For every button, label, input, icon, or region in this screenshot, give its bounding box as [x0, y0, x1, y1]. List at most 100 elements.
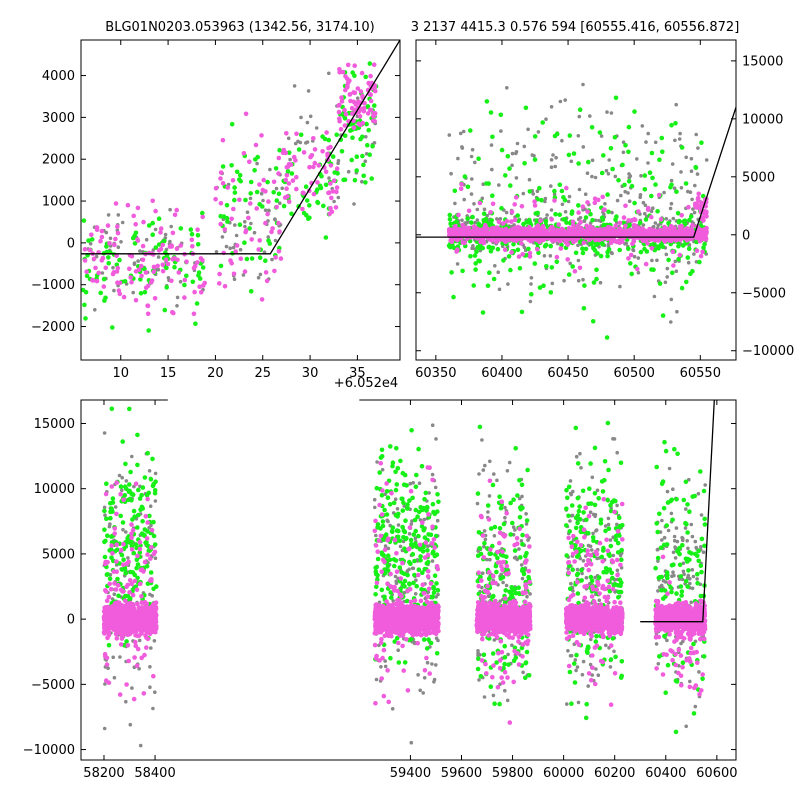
pink-data-point — [606, 229, 611, 234]
grey-data-point — [238, 247, 243, 252]
green-data-point — [490, 482, 496, 488]
grey-data-point — [581, 82, 585, 87]
pink-data-point — [220, 137, 226, 143]
green-data-point — [564, 220, 569, 225]
grey-data-point — [651, 224, 656, 229]
green-data-point — [377, 470, 383, 475]
grey-data-point — [414, 578, 418, 582]
green-data-point — [574, 652, 579, 658]
green-data-point — [565, 495, 570, 501]
grey-data-point — [497, 287, 502, 292]
grey-data-point — [293, 141, 298, 146]
grey-data-point — [615, 450, 619, 455]
green-data-point — [619, 580, 624, 585]
pink-data-point — [538, 218, 543, 224]
green-data-point — [660, 313, 666, 318]
grey-data-point — [469, 154, 474, 159]
grey-data-point — [252, 230, 257, 235]
green-data-point — [672, 446, 677, 452]
pink-data-point — [666, 230, 672, 235]
green-data-point — [653, 565, 658, 571]
green-data-point — [488, 684, 494, 689]
grey-data-point — [598, 280, 603, 285]
green-data-point — [702, 516, 707, 522]
green-data-point — [679, 589, 685, 594]
pink-data-point — [466, 208, 472, 214]
grey-data-point — [482, 207, 487, 212]
grey-data-point — [611, 437, 615, 441]
grey-data-point — [590, 475, 595, 480]
green-data-point — [655, 209, 660, 214]
pink-data-point — [160, 268, 166, 274]
green-data-point — [401, 500, 406, 506]
grey-data-point — [497, 183, 501, 187]
pink-data-point — [99, 258, 105, 263]
green-data-point — [405, 502, 410, 507]
pink-data-point — [184, 259, 189, 265]
green-data-point — [564, 487, 569, 493]
green-data-point — [289, 211, 294, 217]
green-data-point — [224, 202, 230, 208]
green-data-point — [587, 486, 592, 492]
green-data-point — [151, 586, 156, 592]
green-data-point — [104, 481, 109, 487]
grey-data-point — [483, 537, 488, 542]
green-data-point — [142, 289, 148, 295]
green-data-point — [649, 267, 654, 272]
grey-data-point — [684, 507, 688, 511]
green-data-point — [474, 249, 479, 254]
grey-data-point — [256, 275, 261, 280]
grey-data-point — [153, 499, 158, 503]
grey-data-point — [477, 678, 481, 682]
pink-data-point — [698, 237, 704, 242]
pink-data-point — [584, 223, 589, 229]
pink-data-point — [459, 227, 464, 232]
grey-data-point — [514, 176, 519, 180]
green-data-point — [126, 497, 131, 503]
grey-data-point — [565, 702, 569, 706]
pink-data-point — [372, 118, 378, 124]
green-data-point — [393, 558, 399, 563]
pink-data-point — [234, 243, 240, 248]
green-data-point — [628, 261, 633, 266]
green-data-point — [571, 151, 577, 156]
green-data-point — [510, 520, 515, 526]
green-data-point — [221, 214, 227, 219]
pink-data-point — [323, 169, 329, 175]
grey-data-point — [402, 504, 407, 508]
green-data-point — [237, 172, 243, 178]
green-data-point — [360, 153, 365, 159]
grey-data-point — [456, 156, 460, 161]
green-data-point — [289, 171, 295, 176]
green-data-point — [678, 584, 684, 589]
green-data-point — [620, 162, 625, 168]
green-data-point — [392, 563, 397, 569]
pink-data-point — [671, 225, 677, 231]
green-data-point — [540, 120, 545, 125]
green-data-point — [490, 193, 495, 198]
green-data-point — [196, 273, 201, 278]
grey-data-point — [560, 202, 565, 207]
pink-data-point — [701, 211, 707, 216]
pink-data-point — [272, 268, 277, 274]
green-data-point — [232, 185, 237, 190]
grey-data-point — [525, 594, 529, 599]
green-data-point — [394, 446, 399, 451]
green-data-point — [314, 187, 320, 192]
green-data-point — [476, 156, 481, 161]
green-data-point — [370, 143, 375, 149]
grey-data-point — [102, 431, 107, 435]
green-data-point — [582, 283, 587, 288]
grey-data-point — [394, 581, 399, 585]
green-data-point — [393, 469, 398, 475]
green-data-point — [462, 174, 468, 179]
grey-data-point — [224, 244, 229, 249]
grey-data-point — [695, 577, 699, 581]
grey-data-point — [568, 519, 572, 523]
green-data-point — [490, 134, 495, 140]
green-data-point — [511, 241, 516, 247]
grey-data-point — [153, 556, 158, 560]
pink-data-point — [527, 254, 533, 259]
grey-data-point — [505, 86, 509, 90]
green-data-point — [156, 216, 162, 221]
